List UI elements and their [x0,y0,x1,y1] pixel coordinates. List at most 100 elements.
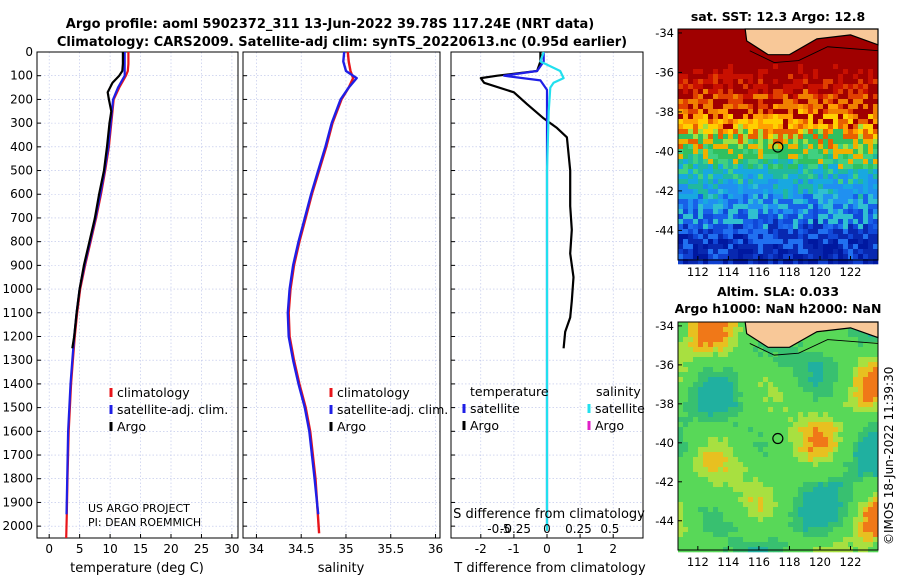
heatmap-cell [853,532,859,538]
heatmap-cell [693,407,699,413]
heatmap-cell [768,532,774,538]
heatmap-cell [753,512,759,518]
heatmap-cell [873,472,879,478]
heatmap-cell [803,482,809,488]
heatmap-cell [838,357,844,363]
heatmap-cell [758,422,764,428]
heatmap-cell [693,482,699,488]
heatmap-cell [748,487,754,493]
heatmap-cell [773,422,779,428]
heatmap-cell [823,372,829,378]
x-tick-label: 25 [194,542,209,556]
heatmap-cell [853,412,859,418]
heatmap-cell [848,64,854,70]
heatmap-cell [743,169,749,175]
heatmap-cell [823,99,829,105]
heatmap-cell [778,54,784,60]
heatmap-cell [753,387,759,393]
heatmap-cell [778,537,784,543]
heatmap-cell [773,169,779,175]
heatmap-cell [773,477,779,483]
heatmap-cell [743,527,749,533]
heatmap-cell [808,74,814,80]
heatmap-cell [688,472,694,478]
heatmap-cell [783,487,789,493]
heatmap-cell [813,149,819,155]
heatmap-cell [753,397,759,403]
heatmap-cell [818,502,824,508]
heatmap-cell [808,427,814,433]
heatmap-cell [748,84,754,90]
heatmap-cell [678,44,684,50]
heatmap-cell [713,367,719,373]
heatmap-cell [748,109,754,115]
heatmap-cell [688,34,694,40]
heatmap-cell [858,249,864,255]
heatmap-cell [718,184,724,190]
heatmap-cell [793,397,799,403]
heatmap-cell [738,412,744,418]
heatmap-cell [678,407,684,413]
heatmap-cell [733,234,739,240]
heatmap-cell [728,372,734,378]
heatmap-cell [863,452,869,458]
heatmap-cell [688,427,694,433]
heatmap-cell [833,59,839,65]
x-tick-label: 30 [224,542,239,556]
heatmap-cell [773,527,779,533]
heatmap-cell [833,89,839,95]
heatmap-cell [788,124,794,130]
heatmap-cell [818,407,824,413]
heatmap-cell [803,154,809,160]
heatmap-cell [863,119,869,125]
heatmap-cell [753,109,759,115]
heatmap-cell [728,497,734,503]
heatmap-cell [853,482,859,488]
heatmap-cell [848,417,854,423]
heatmap-cell [718,54,724,60]
heatmap-cell [728,59,734,65]
heatmap-cell [738,259,744,265]
y-tick-label: 800 [10,235,33,249]
heatmap-cell [683,189,689,195]
heatmap-cell [868,417,874,423]
heatmap-cell [848,437,854,443]
heatmap-cell [788,362,794,368]
heatmap-cell [703,392,709,398]
heatmap-cell [703,224,709,230]
heatmap-cell [828,467,834,473]
heatmap-cell [868,74,874,80]
heatmap-cell [763,492,769,498]
heatmap-cell [783,377,789,383]
heatmap-cell [723,447,729,453]
heatmap-cell [758,249,764,255]
heatmap-cell [743,397,749,403]
heatmap-cell [793,194,799,200]
heatmap-cell [873,527,879,533]
heatmap-cell [693,39,699,45]
heatmap-cell [788,64,794,70]
heatmap-cell [753,392,759,398]
heatmap-cell [693,332,699,338]
heatmap-cell [828,59,834,65]
heatmap-cell [863,234,869,240]
heatmap-cell [828,392,834,398]
heatmap-cell [813,194,819,200]
heatmap-cell [813,517,819,523]
heatmap-cell [723,139,729,145]
heatmap-cell [703,347,709,353]
heatmap-cell [783,64,789,70]
y-tick-label: 1200 [2,329,33,343]
heatmap-cell [748,492,754,498]
heatmap-cell [738,129,744,135]
heatmap-cell [773,204,779,210]
heatmap-cell [678,377,684,383]
heatmap-cell [848,59,854,65]
heatmap-cell [698,69,704,75]
heatmap-cell [688,244,694,250]
heatmap-cell [708,99,714,105]
heatmap-cell [808,119,814,125]
heatmap-cell [798,234,804,240]
heatmap-cell [873,254,879,260]
heatmap-cell [763,194,769,200]
